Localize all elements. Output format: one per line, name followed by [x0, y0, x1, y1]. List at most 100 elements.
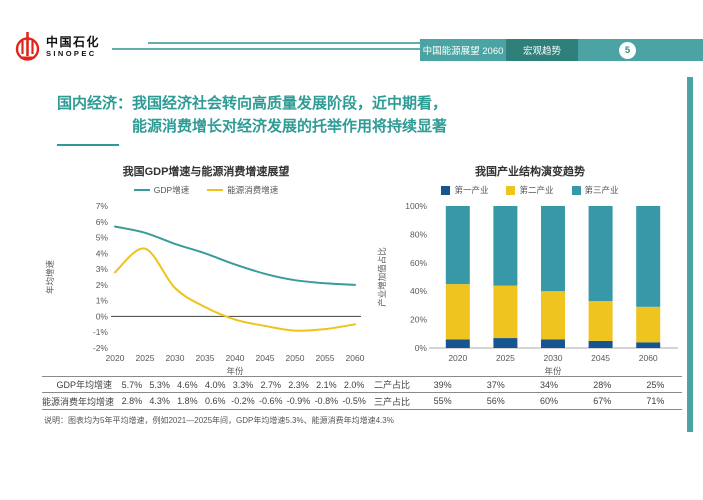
row-label: 三产占比: [373, 396, 410, 407]
legend-label-gdp: GDP增速: [153, 185, 190, 195]
slide-title: 国内经济： 我国经济社会转向高质量发展阶段，近中期看， 能源消费增长对经济发展的…: [57, 92, 447, 139]
svg-text:2020: 2020: [106, 353, 125, 363]
table-cell: 2.7%: [260, 379, 282, 390]
tertiary-industry-swatch-icon: [571, 185, 581, 195]
svg-text:40%: 40%: [410, 286, 427, 296]
svg-text:0%: 0%: [415, 343, 428, 353]
table-cell: 25%: [646, 379, 665, 390]
svg-text:20%: 20%: [410, 315, 427, 325]
legend-item-primary: 第一产业: [441, 184, 488, 196]
table-cell: 4.0%: [204, 379, 226, 390]
primary-industry-swatch-icon: [441, 185, 451, 195]
legend-label-secondary: 第二产业: [519, 185, 554, 195]
logo-en-label: SINOPEC: [46, 48, 97, 58]
svg-text:2060: 2060: [639, 353, 658, 363]
table-cell: 5.7%: [121, 379, 143, 390]
sinopec-logo-icon: [15, 32, 40, 61]
svg-text:2030: 2030: [544, 353, 563, 363]
title-line2: 能源消费增长对经济发展的托举作用将持续显著: [132, 118, 448, 136]
table-cell: 5.3%: [149, 379, 170, 390]
banner-page-area: 5: [578, 41, 703, 59]
line-chart-title: 我国GDP增速与能源消费增速展望: [122, 166, 290, 178]
table-cell: 71%: [646, 396, 665, 406]
svg-text:2045: 2045: [591, 353, 610, 363]
table-cell: 28%: [593, 379, 612, 390]
table-cell: -0.6%: [259, 396, 283, 406]
page-number-badge: 5: [619, 41, 636, 59]
table-row: 能源消费年均增速 2.8% 4.3% 1.8% 0.6% -0.2% -0.6%…: [42, 393, 368, 410]
svg-text:60%: 60%: [410, 258, 427, 268]
svg-text:100%: 100%: [405, 201, 427, 211]
svg-text:6%: 6%: [96, 217, 109, 227]
table-cell: 67%: [593, 396, 612, 406]
svg-text:年均增速: 年均增速: [45, 260, 55, 295]
right-edge-accent-bar: [687, 77, 693, 432]
svg-text:2040: 2040: [226, 353, 245, 363]
legend-label-energy: 能源消费增速: [227, 185, 279, 195]
table-cell: -0.5%: [342, 396, 366, 406]
table-cell: -0.2%: [231, 396, 255, 406]
table-cell: 3.3%: [232, 379, 254, 390]
svg-text:年份: 年份: [544, 366, 562, 376]
gdp-energy-table: GDP年均增速 5.7% 5.3% 4.6% 4.0% 3.3% 2.7% 2.…: [42, 376, 368, 410]
table-cell: 2.3%: [288, 379, 309, 390]
svg-text:2050: 2050: [286, 353, 305, 363]
secondary-industry-swatch-icon: [506, 185, 516, 195]
svg-text:2030: 2030: [166, 353, 185, 363]
svg-text:2025: 2025: [136, 353, 155, 363]
svg-text:-2%: -2%: [93, 343, 109, 353]
table-row: GDP年均增速 5.7% 5.3% 4.6% 4.0% 3.3% 2.7% 2.…: [42, 376, 368, 393]
legend-item-secondary: 第二产业: [506, 184, 554, 196]
table-cell: 4.3%: [149, 396, 170, 406]
row-label: 二产占比: [373, 380, 410, 390]
svg-text:-1%: -1%: [93, 327, 109, 337]
sinopec-logo: 中国石化 SINOPEC: [14, 30, 100, 63]
row-label: 能源消费年均增速: [42, 396, 115, 407]
svg-text:2045: 2045: [256, 353, 275, 363]
bar-chart-legend: 第一产业 第二产业 第三产业: [372, 184, 688, 196]
svg-text:2035: 2035: [196, 353, 215, 363]
svg-text:3%: 3%: [96, 264, 109, 274]
energy-line-swatch-icon: [207, 189, 224, 191]
table-cell: -0.9%: [286, 396, 311, 406]
line-chart-canvas: 7% 6% 5% 4% 3% 2% 1% 0% -1% -2%2020 2025 2030 2035 20…: [45, 201, 365, 376]
legend-item-tertiary: 第三产业: [571, 184, 619, 196]
svg-text:2020: 2020: [448, 353, 467, 363]
title-line1: 我国经济社会转向高质量发展阶段，近中期看，: [132, 95, 448, 112]
svg-text:2%: 2%: [96, 280, 109, 290]
title-underline: [57, 144, 119, 146]
bar-chart-canvas: 0% 20% 40% 60% 80% 100% 2020 2025 2030 2045 2060 年份…: [377, 201, 678, 376]
report-title: 中国能源展望 2060: [422, 46, 504, 57]
table-cell: 2.1%: [316, 379, 337, 390]
table-cell: 0.6%: [204, 396, 226, 406]
table-row: 二产占比 39% 37% 34% 28% 25%: [358, 376, 682, 393]
logo-cn-label: 中国石化: [46, 34, 101, 49]
svg-text:0%: 0%: [96, 311, 109, 321]
industry-share-table: 二产占比 39% 37% 34% 28% 25% 三产占比 55% 56% 60…: [358, 376, 682, 410]
svg-text:7%: 7%: [96, 201, 109, 211]
row-label: GDP年均增速: [56, 380, 112, 390]
industry-structure-bar-chart: 我国产业结构演变趋势 第一产业 第二产业 第三产业 0% 20% 40% 60% 80%…: [372, 163, 688, 380]
gdp-line-swatch-icon: [133, 189, 150, 191]
section-tab: 宏观趋势: [506, 39, 578, 61]
svg-text:年份: 年份: [226, 366, 244, 376]
table-cell: -0.8%: [314, 396, 339, 406]
title-prefix: 国内经济：: [57, 95, 133, 112]
table-cell: 4.6%: [177, 379, 198, 390]
table-cell: 56%: [486, 396, 505, 406]
svg-text:5%: 5%: [96, 233, 109, 243]
header-rule-top: [148, 42, 420, 44]
table-cell: 55%: [433, 396, 452, 406]
table-cell: 39%: [433, 379, 452, 390]
svg-text:2025: 2025: [496, 353, 515, 363]
footnote: 说明：图表均为5年平均增速，例如2021—2025年间，GDP年均增速5.3%、…: [44, 416, 394, 425]
legend-label-tertiary: 第三产业: [584, 185, 619, 195]
table-cell: 2.0%: [343, 379, 365, 390]
title-lines: 我国经济社会转向高质量发展阶段，近中期看， 能源消费增长对经济发展的托举作用将持…: [132, 92, 447, 139]
table-row: 三产占比 55% 56% 60% 67% 71%: [358, 393, 682, 410]
svg-text:1%: 1%: [96, 296, 109, 306]
svg-text:2060: 2060: [346, 353, 365, 363]
legend-label-primary: 第一产业: [454, 185, 489, 195]
line-chart-legend: GDP增速 能源消费增速: [40, 184, 372, 196]
